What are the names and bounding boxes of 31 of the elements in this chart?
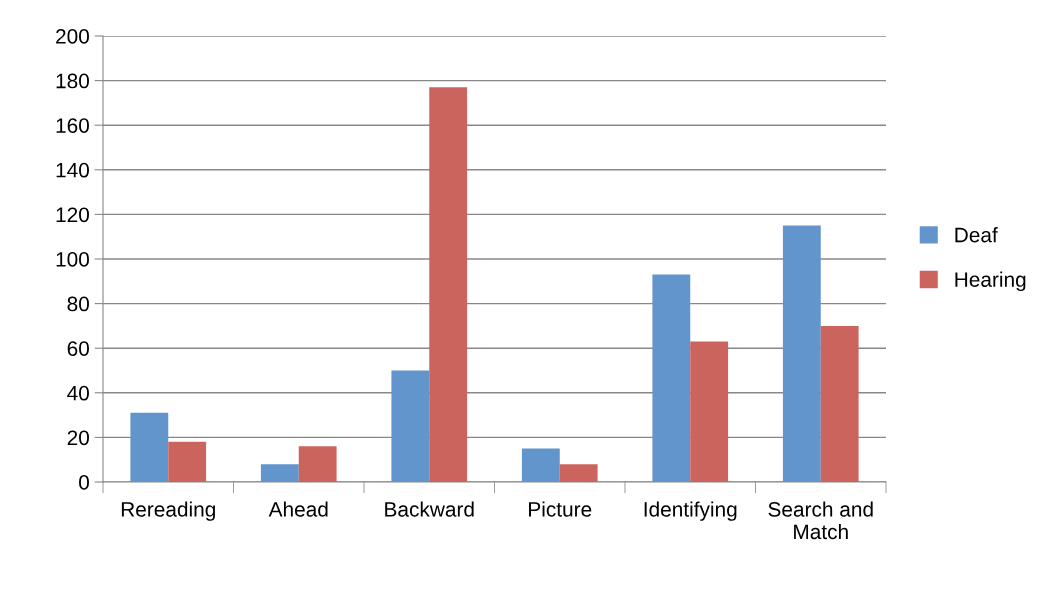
x-tick-label: Backward [385, 501, 474, 517]
bar [782, 225, 821, 482]
x-tick-label: Identifying [644, 501, 737, 521]
bar [260, 464, 299, 482]
bar [820, 325, 859, 482]
legend-label: Deaf [955, 227, 998, 243]
bar [690, 341, 729, 482]
bar [559, 464, 598, 482]
y-tick-label: 120 [56, 207, 89, 223]
bar [391, 370, 430, 482]
y-tick-label: 140 [56, 162, 89, 178]
y-tick-label: 60 [67, 341, 89, 356]
x-tick-label: Rereading [121, 501, 215, 521]
bar [130, 412, 169, 482]
x-tick-label: Search and Match [768, 501, 873, 540]
legend-label: Hearing [955, 271, 1026, 292]
bar [521, 448, 560, 482]
y-tick-label: 80 [67, 296, 89, 312]
bar [168, 441, 207, 482]
bar [652, 274, 691, 482]
x-tick-label: Picture [529, 501, 592, 517]
y-tick-label: 0 [79, 475, 89, 490]
y-tick-label: 160 [56, 118, 89, 133]
y-tick-label: 180 [56, 73, 89, 89]
y-tick-label: 100 [56, 252, 89, 267]
y-tick-label: 20 [67, 430, 89, 446]
bar [298, 446, 337, 482]
y-tick-label: 40 [67, 385, 89, 401]
x-tick-label: Ahead [268, 501, 328, 517]
bar [429, 87, 468, 482]
y-tick-label: 200 [56, 29, 89, 44]
